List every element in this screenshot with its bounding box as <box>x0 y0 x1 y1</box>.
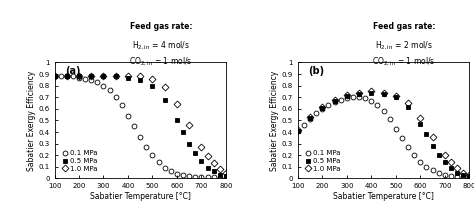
X-axis label: Sabatier Temperature [°C]: Sabatier Temperature [°C] <box>333 192 434 201</box>
Y-axis label: Sabatier Exergy Efficiency: Sabatier Exergy Efficiency <box>270 70 279 171</box>
Y-axis label: Sabatier Exergy Efficiency: Sabatier Exergy Efficiency <box>27 70 36 171</box>
Text: Feed gas rate:: Feed gas rate: <box>129 22 192 31</box>
Legend: 0.1 MPa, 0.5 MPa, 1.0 MPa: 0.1 MPa, 0.5 MPa, 1.0 MPa <box>62 150 98 173</box>
Legend: 0.1 MPa, 0.5 MPa, 1.0 MPa: 0.1 MPa, 0.5 MPa, 1.0 MPa <box>305 150 341 173</box>
Text: $\mathregular{CO_{2,in}}$ = 1 mol/s: $\mathregular{CO_{2,in}}$ = 1 mol/s <box>373 56 436 68</box>
Text: $\mathregular{H_{2,in}}$ = 4 mol/s: $\mathregular{H_{2,in}}$ = 4 mol/s <box>132 39 190 52</box>
X-axis label: Sabatier Temperature [°C]: Sabatier Temperature [°C] <box>90 192 191 201</box>
Text: Feed gas rate:: Feed gas rate: <box>373 22 436 31</box>
Text: (b): (b) <box>308 66 324 76</box>
Text: $\mathregular{H_{2,in}}$ = 2 mol/s: $\mathregular{H_{2,in}}$ = 2 mol/s <box>375 39 433 52</box>
Text: $\mathregular{CO_{2,in}}$ = 1 mol/s: $\mathregular{CO_{2,in}}$ = 1 mol/s <box>129 56 192 68</box>
Text: (a): (a) <box>65 66 80 76</box>
